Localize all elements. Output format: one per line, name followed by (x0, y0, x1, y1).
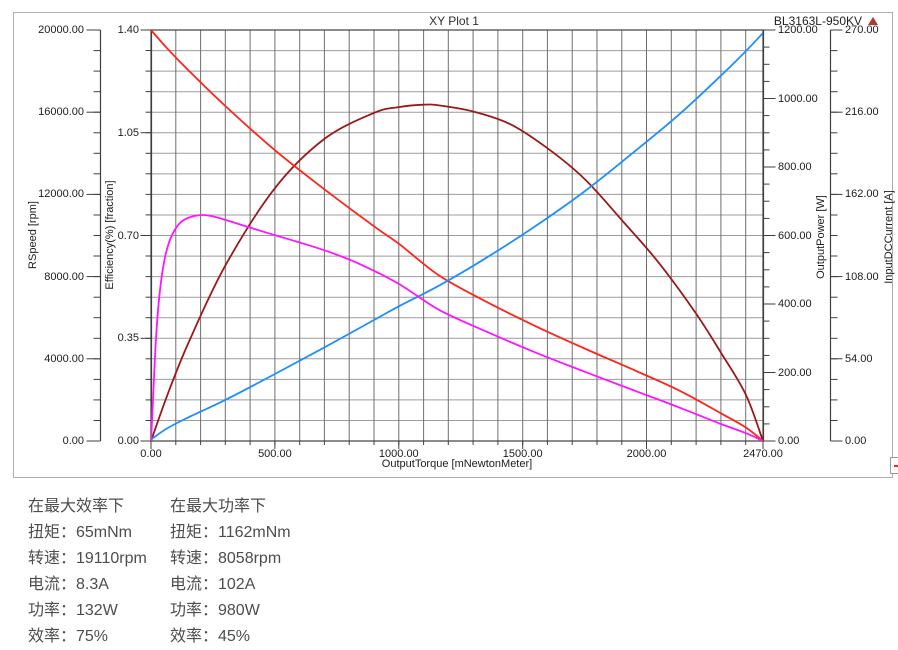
tick-label: 0.35 (117, 332, 139, 345)
stats-line: 功率：132W (28, 602, 118, 619)
up-triangle-icon[interactable] (868, 17, 878, 25)
tick-label: 12000.00 (38, 188, 84, 201)
tick-label: 1500.00 (502, 448, 543, 460)
tick-label: 500.00 (258, 448, 292, 460)
stats-line: 电流：102A (170, 576, 256, 593)
stats-line: 效率：45% (170, 628, 251, 645)
tick-label: 0.00 (117, 435, 139, 447)
xy-plot-window: XY Plot 1 BL3163L-950KV (13, 12, 893, 478)
tick-label: 0.00 (778, 435, 800, 447)
stats-header: 在最大效率下 (28, 498, 125, 515)
tick-label: 400.00 (778, 298, 812, 310)
tick-label: 54.00 (845, 352, 873, 365)
tick-label: 0.70 (117, 229, 139, 242)
tick-label: 216.00 (845, 106, 879, 119)
axis-title-rspeed: RSpeed [rpm] (27, 201, 39, 269)
tick-label: 8000.00 (44, 270, 84, 283)
model-label-group: BL3163L-950KV (774, 14, 878, 28)
tick-label: 1.40 (117, 24, 139, 36)
stats-column-max-efficiency: 在最大效率下 扭矩：65mNm 转速：19110rpm 电流：8.3A 功率：1… (28, 494, 147, 650)
tick-label: 800.00 (778, 161, 812, 173)
tick-label: 1000.00 (378, 448, 419, 460)
legend-fragment (890, 457, 898, 474)
tick-label: 162.00 (845, 188, 879, 201)
stats-line: 电流：8.3A (28, 576, 109, 593)
axis-title-efficiency: Efficiency(%) [fraction] (104, 180, 116, 290)
stats-line: 扭矩：65mNm (28, 524, 133, 541)
tick-label: 0.00 (845, 435, 867, 447)
stats-line: 功率：980W (170, 602, 260, 619)
axis-title-torque: OutputTorque [mNewtonMeter] (381, 458, 533, 470)
tick-label: 1.05 (117, 126, 139, 139)
tick-label: 2000.00 (626, 448, 667, 460)
stats-line: 效率：75% (28, 628, 109, 645)
axis-title-current: InputDCCurrent [A] (883, 190, 895, 284)
tick-label: 2470.00 (743, 448, 783, 460)
tick-label: 1200.00 (778, 24, 818, 36)
stats-line: 扭矩：1162mNm (170, 524, 291, 541)
tick-label: 20000.00 (38, 24, 84, 36)
axis-title-power: OutputPower [W] (815, 195, 827, 279)
plot-title: XY Plot 1 (429, 14, 479, 28)
tick-label: 16000.00 (38, 106, 84, 119)
stats-line: 转速：19110rpm (28, 550, 147, 567)
tick-label: 600.00 (778, 229, 812, 242)
stats-header: 在最大功率下 (170, 498, 267, 515)
tick-label: 4000.00 (44, 352, 84, 365)
tick-label: 1000.00 (778, 92, 818, 105)
legend-swatch-icon (894, 465, 898, 467)
tick-label: 108.00 (845, 270, 879, 283)
tick-label: 270.00 (845, 24, 879, 36)
model-label: BL3163L-950KV (773, 14, 862, 28)
tick-label: 0.00 (140, 448, 162, 460)
tick-label: 200.00 (778, 366, 812, 379)
stats-column-max-power: 在最大功率下 扭矩：1162mNm 转速：8058rpm 电流：102A 功率：… (170, 494, 291, 650)
stats-line: 转速：8058rpm (170, 550, 282, 567)
tick-label: 0.00 (62, 435, 84, 447)
